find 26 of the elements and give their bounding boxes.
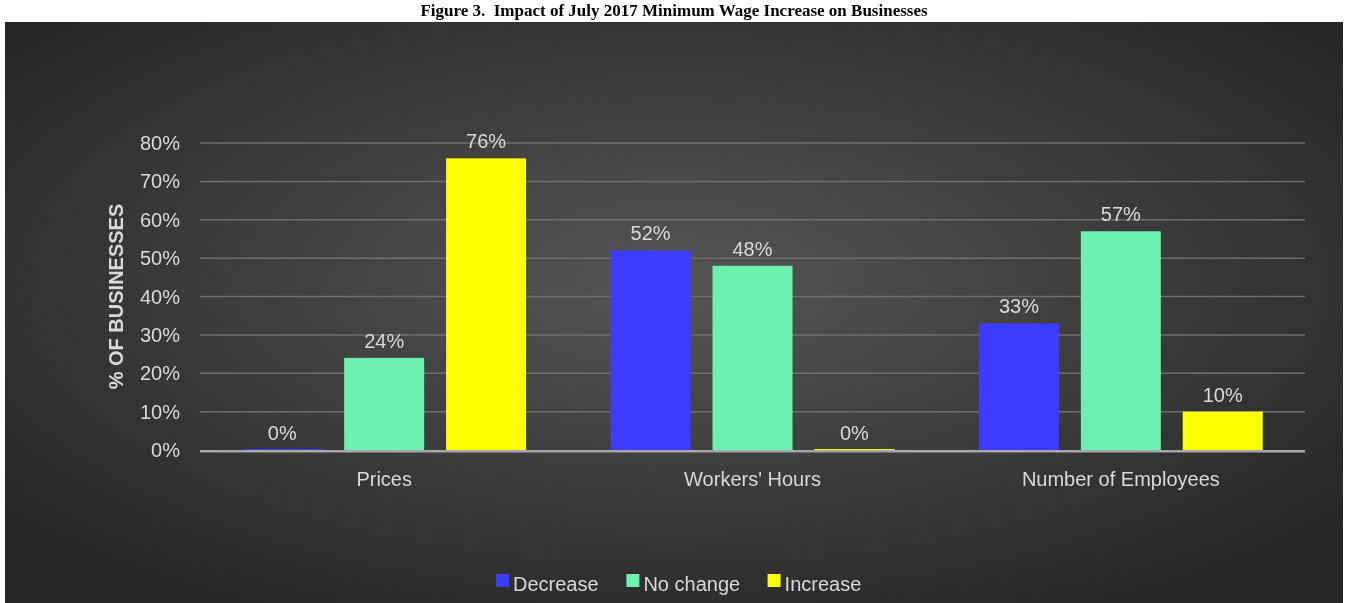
legend-label: No change [643, 573, 741, 595]
y-tick-label: 40% [139, 285, 181, 308]
data-label: 0% [839, 422, 870, 444]
data-label: 33% [998, 295, 1040, 318]
chart-title: Figure 3. Impact of July 2017 Minimum Wage Increase on Businesses [420, 1, 928, 20]
x-tick-label: Number of Employees [1021, 468, 1220, 490]
legend-label: Increase [784, 573, 862, 595]
x-tick-label: Prices [356, 468, 412, 490]
y-tick-label: 0% [151, 439, 181, 461]
data-label: 52% [630, 222, 671, 245]
data-label: 57% [1100, 203, 1142, 226]
data-label: 0% [267, 422, 297, 444]
y-tick-label: 10% [139, 400, 181, 423]
y-axis-title: % OF BUSINESSES [105, 203, 127, 390]
data-label: 24% [364, 329, 405, 352]
y-tick-label: 30% [139, 323, 181, 346]
x-tick-label: Workers' Hours [684, 468, 821, 490]
y-tick-label: 50% [139, 247, 181, 270]
data-label: 48% [732, 237, 773, 260]
y-tick-label: 70% [139, 170, 181, 193]
data-label: 10% [1202, 383, 1243, 406]
data-label: 76% [466, 130, 507, 153]
y-tick-label: 80% [139, 132, 181, 154]
y-tick-label: 60% [139, 208, 181, 231]
legend-label: Decrease [513, 573, 599, 595]
y-tick-label: 20% [139, 362, 181, 385]
